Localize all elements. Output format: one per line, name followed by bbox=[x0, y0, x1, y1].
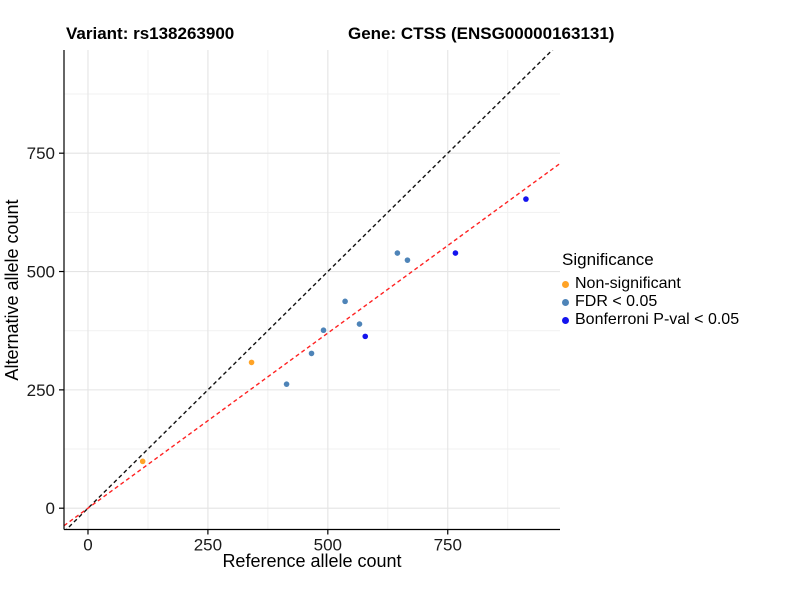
x-axis-label: Reference allele count bbox=[222, 551, 402, 571]
x-tick-label: 750 bbox=[434, 536, 462, 555]
data-point bbox=[362, 333, 369, 340]
y-tick-label: 250 bbox=[27, 381, 55, 400]
data-point bbox=[523, 196, 529, 202]
legend: Significance Non-significant FDR < 0.05 … bbox=[562, 250, 739, 329]
identity-line bbox=[65, 50, 554, 530]
legend-item-non-significant: Non-significant bbox=[562, 275, 739, 293]
legend-dot bbox=[562, 298, 569, 306]
data-point bbox=[308, 350, 315, 357]
regression-line bbox=[64, 162, 560, 527]
legend-dot bbox=[562, 316, 569, 324]
y-axis-label: Alternative allele count bbox=[2, 199, 22, 381]
data-point bbox=[320, 327, 327, 334]
data-point bbox=[248, 359, 255, 366]
y-tick-label: 750 bbox=[27, 144, 55, 163]
legend-dot bbox=[562, 280, 569, 288]
legend-item-label: Bonferroni P-val < 0.05 bbox=[575, 311, 740, 328]
data-point bbox=[404, 257, 411, 263]
x-tick-label: 500 bbox=[314, 536, 342, 555]
data-point bbox=[452, 250, 459, 256]
data-point bbox=[342, 298, 348, 305]
data-point bbox=[356, 321, 363, 327]
x-tick-label: 250 bbox=[194, 536, 222, 555]
data-point bbox=[283, 381, 290, 387]
x-tick-label: 0 bbox=[83, 536, 92, 555]
y-tick-label: 500 bbox=[27, 263, 55, 282]
data-point bbox=[394, 250, 401, 256]
y-tick-label: 0 bbox=[46, 499, 55, 518]
data-point bbox=[139, 458, 146, 465]
legend-item-fdr: FDR < 0.05 bbox=[562, 293, 739, 311]
legend-item-label: FDR < 0.05 bbox=[575, 293, 658, 310]
legend-item-bonferroni: Bonferroni P-val < 0.05 bbox=[562, 311, 739, 329]
legend-title: Significance bbox=[562, 250, 654, 269]
legend-item-label: Non-significant bbox=[575, 275, 681, 292]
variant-title: Variant: rs138263900 bbox=[66, 24, 235, 43]
gene-title: Gene: CTSS (ENSG00000163131) bbox=[348, 24, 615, 43]
